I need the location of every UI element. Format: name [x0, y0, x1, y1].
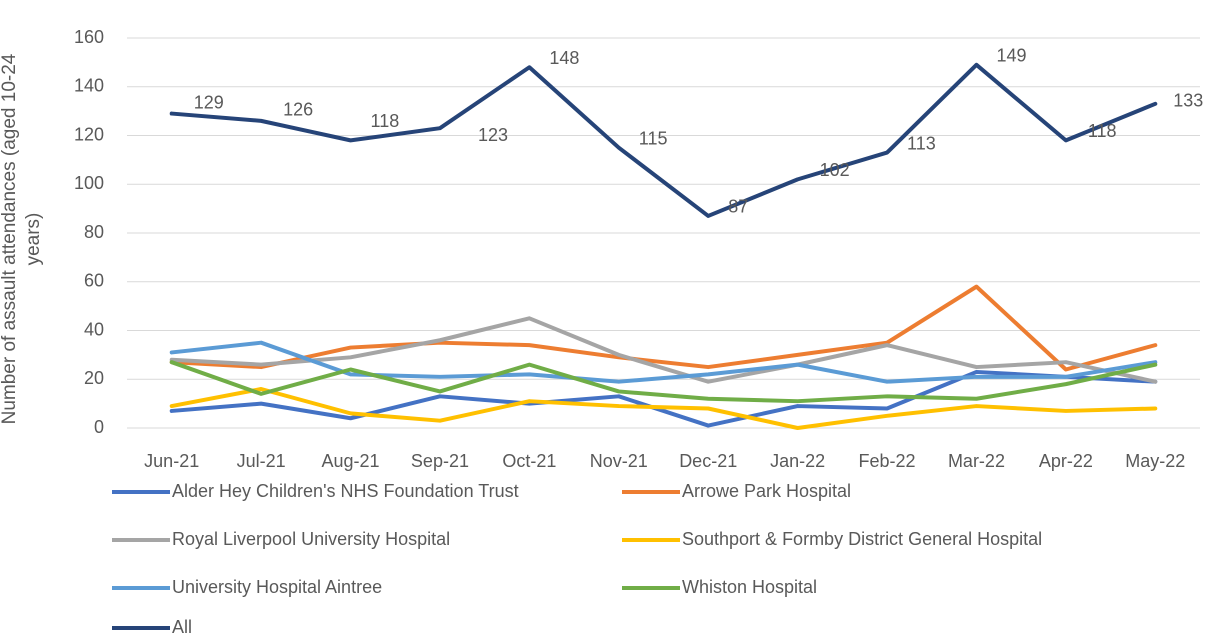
data-label: 123: [478, 125, 508, 145]
x-tick-label: Apr-22: [1039, 451, 1093, 471]
data-label: 129: [194, 92, 224, 112]
data-label: 118: [1088, 121, 1117, 141]
data-label: 148: [549, 48, 579, 68]
y-tick-label: 140: [74, 76, 104, 96]
legend-label: Arrowe Park Hospital: [682, 481, 851, 501]
legend-label: Royal Liverpool University Hospital: [172, 529, 450, 549]
y-tick-label: 80: [84, 222, 104, 242]
y-tick-label: 40: [84, 319, 104, 339]
x-tick-label: Jun-21: [144, 451, 199, 471]
series-line: [169, 369, 1158, 428]
x-tick-label: Jul-21: [237, 451, 286, 471]
series-line: [169, 387, 1158, 430]
y-tick-label: 0: [94, 417, 104, 437]
data-label: 102: [820, 160, 850, 180]
data-label: 87: [728, 197, 748, 217]
data-label: 149: [996, 46, 1026, 66]
series-line: [169, 284, 1158, 372]
x-tick-label: Sep-21: [411, 451, 469, 471]
data-label: 115: [639, 128, 668, 148]
x-tick-label: Oct-21: [502, 451, 556, 471]
y-tick-label: 20: [84, 368, 104, 388]
x-tick-label: Jan-22: [770, 451, 825, 471]
legend-label: All: [172, 617, 192, 635]
legend-label: Alder Hey Children's NHS Foundation Trus…: [172, 481, 519, 501]
legend-label: University Hospital Aintree: [172, 577, 382, 597]
y-tick-label: 160: [74, 27, 104, 47]
x-tick-label: Aug-21: [322, 451, 380, 471]
data-label: 126: [283, 100, 313, 120]
y-tick-label: 120: [74, 124, 104, 144]
x-tick-label: Nov-21: [590, 451, 648, 471]
x-tick-label: Dec-21: [679, 451, 737, 471]
y-tick-label: 100: [74, 173, 104, 193]
series-line: [169, 62, 1158, 218]
x-tick-label: Mar-22: [948, 451, 1005, 471]
data-label: 118: [371, 111, 400, 131]
series-line: [169, 340, 1158, 384]
series-line: [169, 360, 1158, 404]
legend-label: Southport & Formby District General Hosp…: [682, 529, 1042, 549]
data-label: 113: [907, 133, 936, 153]
y-axis-label: Number of assault attendances (aged 10-2…: [0, 53, 44, 425]
data-label: 133: [1173, 91, 1203, 111]
y-tick-label: 60: [84, 271, 104, 291]
series-line: [169, 316, 1158, 384]
x-tick-label: May-22: [1125, 451, 1185, 471]
legend-label: Whiston Hospital: [682, 577, 817, 597]
x-tick-label: Feb-22: [859, 451, 916, 471]
